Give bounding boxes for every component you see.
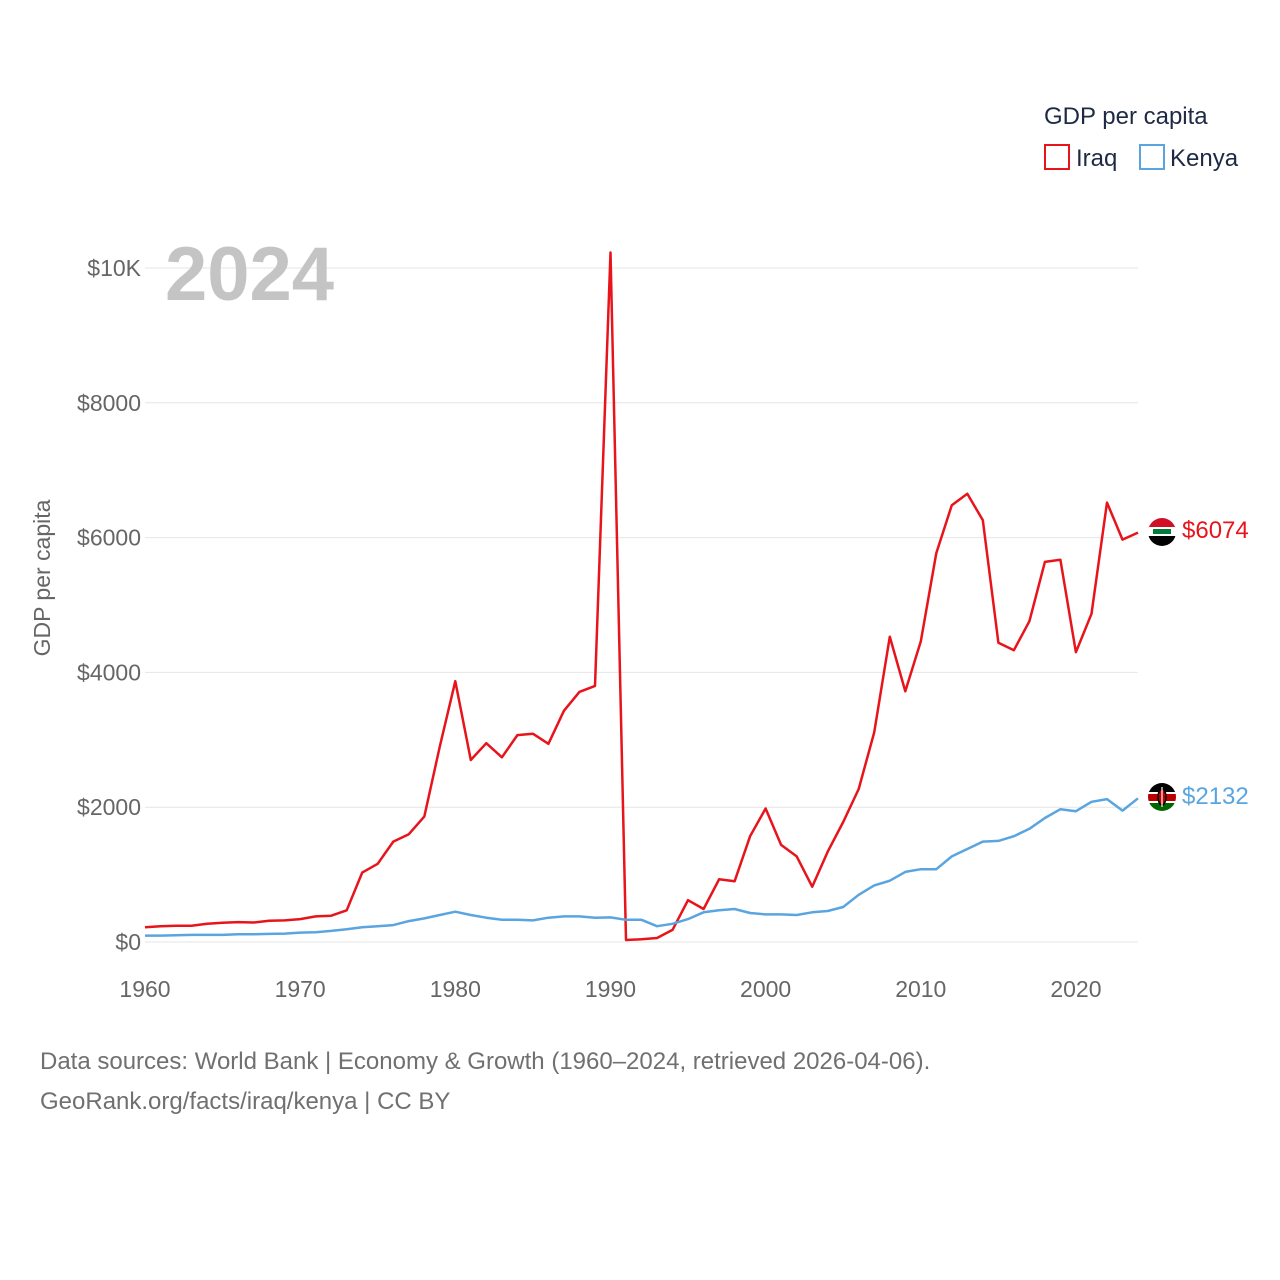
- iraq-end-value: $6074: [1182, 517, 1249, 544]
- iraq-series-line[interactable]: [144, 251, 1139, 942]
- y-axis-ticks: $0 $2000 $4000 $6000 $8000 $10K: [77, 255, 142, 955]
- legend-title: GDP per capita: [1044, 103, 1208, 130]
- source-note: Data sources: World Bank | Economy & Gro…: [40, 1042, 1240, 1122]
- legend-kenya-swatch[interactable]: [1139, 144, 1165, 170]
- legend: GDP per capita Iraq Kenya: [1044, 103, 1239, 172]
- y-tick-label: $2000: [77, 794, 141, 820]
- legend-iraq-swatch[interactable]: [1044, 144, 1070, 170]
- y-tick-label: $10K: [87, 255, 141, 281]
- x-tick-label: 1960: [119, 976, 170, 1002]
- x-tick-label: 2000: [740, 976, 791, 1002]
- grid-lines: [145, 267, 1138, 943]
- y-axis-label: GDP per capita: [29, 499, 55, 656]
- kenya-end-value: $2132: [1182, 783, 1249, 810]
- iraq-flag-icon: [1148, 518, 1176, 546]
- x-tick-label: 2020: [1050, 976, 1101, 1002]
- legend-kenya-label[interactable]: Kenya: [1170, 145, 1239, 172]
- x-tick-label: 1970: [275, 976, 326, 1002]
- x-tick-label: 1980: [430, 976, 481, 1002]
- source-line-1: Data sources: World Bank | Economy & Gro…: [40, 1048, 931, 1075]
- y-tick-label: $8000: [77, 390, 141, 416]
- source-line-2[interactable]: GeoRank.org/facts/iraq/kenya | CC BY: [40, 1088, 451, 1115]
- y-tick-label: $4000: [77, 659, 141, 685]
- kenya-series-line[interactable]: [145, 797, 1139, 937]
- x-tick-label: 1990: [585, 976, 636, 1002]
- kenya-flag-icon: [1148, 783, 1176, 811]
- series-layer: [144, 251, 1139, 942]
- y-tick-label: $6000: [77, 525, 141, 551]
- year-label: 2024: [165, 232, 334, 317]
- y-tick-label: $0: [115, 929, 141, 955]
- legend-iraq-label[interactable]: Iraq: [1076, 145, 1117, 172]
- x-tick-label: 2010: [895, 976, 946, 1002]
- x-axis-ticks: 1960 1970 1980 1990 2000 2010 2020: [119, 976, 1101, 1002]
